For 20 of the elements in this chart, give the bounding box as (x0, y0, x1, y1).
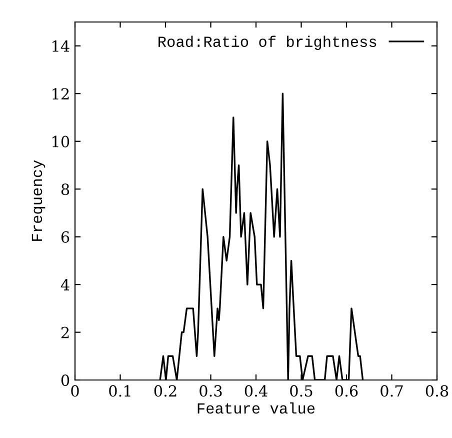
y-tick-label: 8 (61, 184, 70, 196)
x-tick-label: 0.2 (154, 385, 176, 397)
x-tick-label: 0 (71, 385, 79, 397)
x-tick-label: 0.1 (109, 385, 130, 397)
y-tick-label: 6 (61, 231, 70, 243)
x-tick-label: 0.3 (200, 385, 222, 397)
y-tick-label: 0 (61, 374, 70, 386)
y-tick-label: 4 (60, 279, 70, 290)
x-tick-label: 0.6 (335, 385, 358, 397)
y-axis-title: Frequency (32, 160, 46, 241)
x-tick-label: 0.8 (426, 385, 448, 397)
x-tick-label: 0.7 (380, 385, 403, 397)
y-tick-label: 14 (52, 40, 70, 52)
y-tick-label: 10 (52, 136, 70, 148)
x-tick-label: 0.4 (244, 385, 268, 397)
x-axis-title: Feature value (198, 402, 315, 414)
y-tick-label: 2 (61, 326, 69, 338)
y-tick-label: 12 (52, 88, 69, 100)
x-tick-label: 0.5 (290, 385, 312, 397)
legend-label: Road:Ratio of brightness (158, 36, 376, 50)
